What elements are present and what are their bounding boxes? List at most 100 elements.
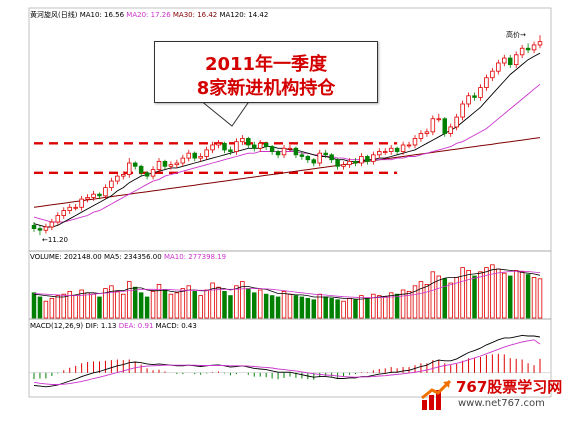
candle (341, 161, 346, 170)
volume-bar (192, 290, 197, 319)
candle (371, 151, 376, 165)
candle-body (144, 172, 150, 177)
candle (293, 146, 299, 159)
callout-pointer (198, 99, 251, 127)
candle-body (525, 47, 531, 51)
candle-body (37, 228, 43, 231)
candle-body (365, 156, 370, 162)
candle (484, 74, 489, 91)
volume-bar (156, 283, 162, 319)
candle-body (252, 144, 257, 149)
candle-body (293, 147, 299, 156)
volume-bar (507, 275, 513, 319)
volume-bar (436, 275, 442, 319)
candle-body (198, 156, 203, 159)
candle-body (281, 147, 287, 156)
volume-bar (246, 288, 251, 319)
candle-body (478, 87, 483, 98)
macd-dea-label: DEA: 0.91 (118, 322, 154, 330)
callout-line-1: 2011年一季度 (204, 54, 328, 75)
volume-bar (341, 300, 346, 319)
volume-ma10-line (33, 270, 541, 299)
candle-body (85, 197, 90, 200)
volume-bar (472, 275, 477, 319)
volume-bar (150, 290, 156, 319)
volume-bar (412, 285, 418, 319)
candle (204, 146, 209, 160)
volume-bar (252, 292, 257, 319)
candle (442, 117, 447, 137)
candle (263, 141, 269, 150)
volume-bar (263, 293, 269, 319)
candle (85, 194, 90, 203)
candle-body (412, 138, 418, 146)
candle (37, 225, 43, 236)
volume-bar (287, 293, 293, 319)
ma-long-line (33, 137, 541, 208)
candle-body (138, 165, 144, 174)
candle-body (43, 226, 49, 231)
candle (186, 149, 192, 162)
candle-body (507, 57, 513, 66)
macd-value-label: MACD: 0.43 (155, 322, 197, 330)
candle-body (299, 154, 305, 157)
candle-body (186, 152, 192, 159)
volume-bar (513, 269, 519, 319)
candle (61, 207, 67, 219)
volume-bar (335, 299, 340, 319)
candle-body (400, 144, 406, 152)
candle (537, 35, 543, 49)
macd-panel-header: MACD(12,26,9) DIF: 1.13 DEA: 0.91 MACD: … (30, 322, 197, 330)
macd-dif-label: DIF: 1.13 (85, 322, 117, 330)
annotation-callout: 2011年一季度 8家新进机构持仓 (154, 41, 378, 103)
volume-bar (240, 281, 245, 319)
candle (281, 144, 287, 159)
macd-panel-frame (28, 318, 552, 398)
candle-body (240, 138, 245, 143)
candle (109, 177, 114, 191)
volume-bar (281, 290, 287, 319)
volume-bar (180, 288, 186, 319)
volume-bar (109, 285, 114, 319)
candle (162, 159, 168, 170)
volume-bar (210, 282, 215, 319)
candle-body (341, 164, 346, 167)
candle (150, 166, 156, 180)
candle (103, 184, 108, 200)
volume-bar (162, 289, 168, 319)
macd-dif-line (33, 334, 541, 388)
candle-body (222, 142, 227, 151)
candle-body (305, 156, 311, 161)
volume-label: VOLUME: 202148.00 (30, 253, 102, 261)
candle (478, 84, 483, 101)
candle-body (502, 57, 507, 64)
candle-body (317, 152, 322, 164)
candle (388, 144, 394, 155)
candle-body (73, 206, 78, 209)
candle-body (347, 160, 352, 166)
candle-body (359, 156, 364, 164)
candle (365, 154, 370, 165)
candle-body (263, 142, 269, 148)
ma20-label: MA20: 17.26 (126, 11, 171, 19)
candle-body (180, 157, 186, 164)
volume-bar (31, 292, 37, 319)
candle (121, 171, 126, 180)
candle-body (132, 162, 138, 167)
candle-body (234, 141, 239, 152)
candle (454, 113, 459, 131)
volume-bar (198, 295, 203, 319)
candle-body (49, 221, 55, 228)
volume-bar (359, 295, 364, 319)
candle-body (121, 174, 126, 177)
volume-bar (257, 289, 263, 319)
candle (31, 222, 37, 232)
candle-body (79, 198, 84, 208)
candle-body (323, 152, 328, 156)
candle-body (436, 118, 442, 121)
candle (400, 141, 406, 155)
candle (287, 144, 293, 152)
candle (79, 195, 84, 211)
ma-mid-line (33, 83, 541, 223)
macd-dea-line (33, 339, 541, 385)
